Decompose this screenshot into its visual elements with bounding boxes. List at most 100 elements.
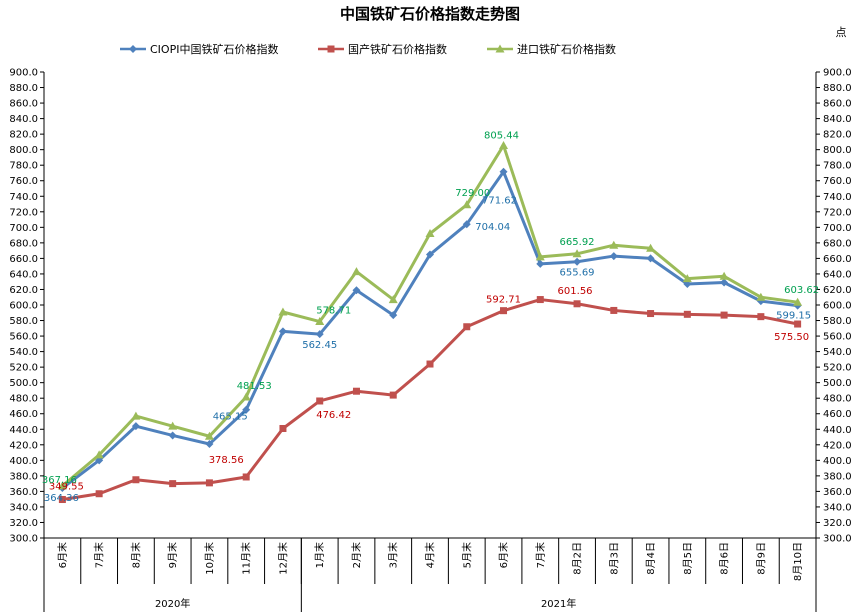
data-point — [646, 254, 655, 263]
data-point — [94, 450, 104, 459]
data-point — [315, 330, 324, 339]
y-tick-label-left: 580.0 — [9, 316, 38, 327]
data-point — [535, 252, 545, 261]
legend-label: 国产铁矿石价格指数 — [348, 42, 447, 56]
y-tick-label-left: 880.0 — [9, 83, 38, 94]
data-point — [241, 392, 251, 401]
y-tick-label-left: 420.0 — [9, 440, 38, 451]
data-point — [132, 476, 140, 484]
y-tick-label-left: 680.0 — [9, 238, 38, 249]
data-point — [204, 431, 214, 440]
data-point — [278, 327, 287, 336]
y-tick-label-left: 720.0 — [9, 207, 38, 218]
data-point — [242, 473, 250, 481]
y-tick-label-left: 440.0 — [9, 425, 38, 436]
data-point — [389, 311, 398, 320]
y-tick-label-left: 660.0 — [9, 254, 38, 265]
data-label: 805.44 — [484, 130, 519, 141]
y-tick-label-right: 780.0 — [823, 161, 852, 172]
x-tick-label: 10月末 — [203, 542, 216, 575]
data-point — [573, 300, 581, 308]
y-tick-label-right: 400.0 — [823, 456, 852, 467]
y-tick-label-left: 400.0 — [9, 456, 38, 467]
data-point — [462, 220, 471, 229]
y-tick-label-right: 480.0 — [823, 394, 852, 405]
x-tick-label: 8月4日 — [645, 542, 657, 575]
data-point — [719, 271, 729, 280]
x-tick-label: 6月末 — [56, 542, 69, 568]
data-point — [794, 320, 802, 328]
y-tick-label-left: 760.0 — [9, 176, 38, 187]
group-label: 2021年 — [541, 597, 576, 610]
y-tick-label-left: 780.0 — [9, 161, 38, 172]
y-tick-label-right: 800.0 — [823, 145, 852, 156]
data-label: 476.42 — [316, 410, 351, 421]
data-label: 364.36 — [44, 493, 79, 504]
x-tick-label: 1月末 — [313, 542, 326, 568]
x-tick-label: 5月末 — [460, 542, 473, 568]
x-tick-label: 12月末 — [276, 542, 289, 575]
data-point — [682, 274, 692, 283]
data-point — [351, 267, 361, 276]
data-point — [462, 200, 472, 209]
y-tick-label-right: 900.0 — [823, 68, 852, 79]
data-point — [95, 490, 103, 498]
data-label: 578.71 — [316, 306, 351, 317]
y-tick-label-left: 620.0 — [9, 285, 38, 296]
legend-marker — [129, 45, 137, 53]
data-point — [756, 292, 766, 301]
group-label: 2020年 — [155, 597, 190, 610]
y-tick-label-right: 420.0 — [823, 440, 852, 451]
y-tick-label-right: 880.0 — [823, 83, 852, 94]
y-tick-label-left: 560.0 — [9, 332, 38, 343]
y-tick-label-right: 300.0 — [823, 534, 852, 545]
data-point — [646, 243, 656, 252]
data-point — [757, 313, 765, 321]
legend: CIOPI中国铁矿石价格指数 国产铁矿石价格指数 进口铁矿石价格指数 — [120, 42, 616, 56]
y-tick-label-left: 500.0 — [9, 378, 38, 389]
y-tick-label-right: 380.0 — [823, 471, 852, 482]
y-tick-label-left: 740.0 — [9, 192, 38, 203]
legend-marker — [327, 45, 335, 53]
y-tick-label-right: 460.0 — [823, 409, 852, 420]
data-label: 704.04 — [475, 222, 510, 233]
data-point — [131, 422, 140, 431]
data-label: 481.53 — [237, 381, 272, 392]
data-point — [609, 240, 619, 249]
data-point — [572, 249, 582, 258]
data-point — [169, 480, 177, 488]
data-point — [499, 167, 508, 176]
x-tick-label: 8月3日 — [608, 542, 620, 575]
y-tick-label-left: 840.0 — [9, 114, 38, 125]
data-label: 655.69 — [560, 268, 595, 279]
data-point — [536, 296, 544, 304]
y-tick-label-left: 360.0 — [9, 487, 38, 498]
data-point — [609, 252, 618, 261]
data-point — [793, 297, 803, 306]
y-tick-label-right: 680.0 — [823, 238, 852, 249]
data-point — [720, 278, 729, 287]
data-point — [425, 229, 435, 238]
y-tick-label-right: 440.0 — [823, 425, 852, 436]
x-tick-label: 2月末 — [350, 542, 363, 568]
y-tick-label-right: 600.0 — [823, 301, 852, 312]
x-tick-label: 7月末 — [534, 542, 547, 568]
data-point — [389, 391, 397, 399]
x-tick-label: 8月9日 — [755, 542, 767, 575]
data-point — [278, 307, 288, 316]
data-point — [279, 424, 287, 432]
y-tick-label-right: 520.0 — [823, 363, 852, 374]
x-tick-label: 9月末 — [166, 542, 179, 568]
y-tick-label-left: 340.0 — [9, 502, 38, 513]
data-point — [536, 259, 545, 268]
series-line — [61, 170, 798, 490]
y-tick-label-left: 380.0 — [9, 471, 38, 482]
y-tick-label-right: 560.0 — [823, 332, 852, 343]
data-point — [426, 250, 434, 259]
data-point — [58, 496, 66, 504]
plot-area: 364.36 465.15 562.45 704.04 771.62 655.69 599.… — [42, 130, 819, 504]
y-tick-label-left: 640.0 — [9, 269, 38, 280]
data-label: 349.55 — [49, 482, 84, 493]
y-tick-label-right: 540.0 — [823, 347, 852, 358]
